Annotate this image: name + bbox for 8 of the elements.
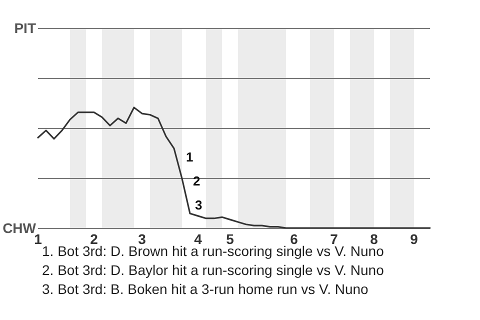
- text: 2. Bot 3rd: D. Baylor hit a run-scoring single vs V. Nuno: [42, 262, 384, 278]
- ref-line-label: PIT: [14, 20, 36, 36]
- x-tick-label: 9: [410, 231, 418, 247]
- annotation: 1: [186, 150, 194, 164]
- annotation: 3: [195, 198, 202, 212]
- text: 3. Bot 3rd: B. Boken hit a 3-run home run vs V. Nuno: [42, 281, 369, 297]
- x-tick-label: 1: [34, 231, 42, 247]
- ref-line-label: CHW: [2, 220, 37, 236]
